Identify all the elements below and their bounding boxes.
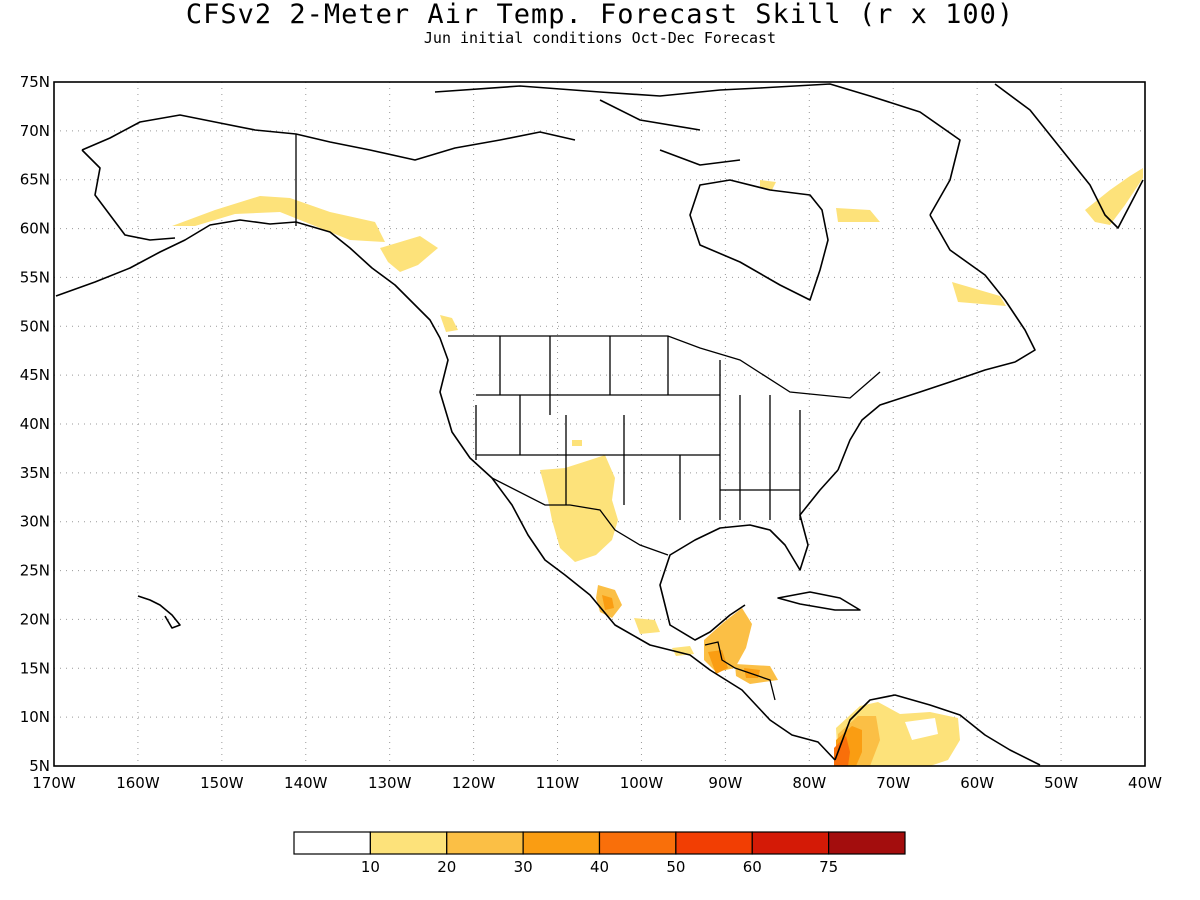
- colorbar-swatch: [293, 831, 371, 855]
- longitude-labels: 170W 160W 150W 140W 130W 120W 110W 100W 90W 80W 70…: [32, 774, 1162, 792]
- border-us-mexico: [491, 477, 669, 556]
- shade-sa-red: [834, 736, 850, 766]
- skill-shading: [172, 168, 1143, 766]
- plot-background: [54, 82, 1145, 766]
- coast-hudson-bay: [689, 179, 829, 301]
- lon-label: 140W: [284, 774, 328, 792]
- shade-nm: [572, 440, 582, 446]
- colorbar-label: 60: [743, 858, 762, 876]
- lat-label: 25N: [20, 562, 50, 580]
- colorbar-swatch: [751, 831, 830, 855]
- shade-mexico-s: [634, 618, 660, 634]
- colorbar-swatch: [522, 831, 601, 855]
- lon-label: 150W: [200, 774, 244, 792]
- lon-label: 60W: [960, 774, 994, 792]
- coast-alaska-north: [81, 114, 576, 161]
- colorbar-swatch: [828, 831, 906, 855]
- coast-hawaii: [137, 595, 181, 629]
- lat-label: 35N: [20, 464, 50, 482]
- shade-wa: [440, 315, 458, 332]
- shade-sa-light: [905, 718, 938, 740]
- map-subtitle: Jun initial conditions Oct-Dec Forecast: [423, 29, 777, 47]
- coast-cuba: [777, 591, 861, 611]
- colorbar-label: 20: [437, 858, 456, 876]
- shade-greenland: [1085, 168, 1143, 225]
- colorbar-swatch: [675, 831, 753, 855]
- shade-pacific-ca: [672, 646, 694, 656]
- lat-label: 15N: [20, 659, 50, 677]
- border-central-america: [704, 641, 776, 701]
- lat-label: 50N: [20, 317, 50, 335]
- coast-south-america: [834, 694, 1041, 766]
- shade-alaska: [172, 196, 385, 242]
- plot-frame: [53, 81, 1146, 767]
- lat-label: 5N: [29, 757, 50, 775]
- lon-label: 130W: [368, 774, 412, 792]
- lon-label: 70W: [876, 774, 910, 792]
- map-title: CFSv2 2-Meter Air Temp. Forecast Skill (…: [185, 0, 1015, 30]
- colorbar-label: 75: [819, 858, 838, 876]
- lon-label: 170W: [32, 774, 76, 792]
- coast-labrador: [837, 214, 1036, 471]
- lon-label: 110W: [536, 774, 580, 792]
- shade-labrador: [952, 282, 1006, 306]
- lat-label: 45N: [20, 366, 50, 384]
- shade-hudson-strait: [760, 180, 776, 190]
- colorbar: 10 20 30 40 50 60 75: [293, 831, 906, 876]
- colorbar-swatch: [446, 831, 524, 855]
- lon-label: 50W: [1044, 774, 1078, 792]
- coast-greenland: [994, 83, 1144, 229]
- latitude-labels: 75N 70N 65N 60N 55N 50N 45N 40N 35N 30N 25N 20N 15N 1…: [20, 73, 50, 775]
- border-states: [475, 336, 801, 520]
- lon-label: 80W: [792, 774, 826, 792]
- lon-label: 90W: [708, 774, 742, 792]
- lat-label: 40N: [20, 415, 50, 433]
- lon-label: 100W: [620, 774, 664, 792]
- colorbar-label: 40: [590, 858, 609, 876]
- lat-label: 60N: [20, 220, 50, 238]
- colorbar-swatch: [598, 831, 677, 855]
- shade-guatemala: [708, 650, 728, 674]
- coast-alaska: [55, 219, 836, 761]
- shade-mexico-w2: [602, 595, 614, 610]
- coast-east-us: [659, 469, 839, 641]
- shade-bc-interior: [380, 236, 438, 272]
- colorbar-label: 10: [361, 858, 380, 876]
- shade-hudson: [836, 208, 880, 222]
- coast-arctic-islands: [434, 83, 961, 216]
- lat-label: 65N: [20, 171, 50, 189]
- lat-label: 75N: [20, 73, 50, 91]
- colorbar-swatch: [369, 831, 448, 855]
- lat-label: 20N: [20, 610, 50, 628]
- lon-label: 120W: [452, 774, 496, 792]
- lat-label: 10N: [20, 708, 50, 726]
- lon-label: 160W: [116, 774, 160, 792]
- colorbar-label: 30: [514, 858, 533, 876]
- shade-sw-us: [540, 455, 618, 562]
- lon-label: 40W: [1128, 774, 1162, 792]
- lat-label: 30N: [20, 513, 50, 531]
- political-borders: [295, 134, 881, 701]
- lat-label: 55N: [20, 268, 50, 286]
- coastlines: [55, 83, 1144, 766]
- coast-alaska-west: [81, 149, 176, 241]
- colorbar-label: 50: [666, 858, 685, 876]
- lat-label: 70N: [20, 122, 50, 140]
